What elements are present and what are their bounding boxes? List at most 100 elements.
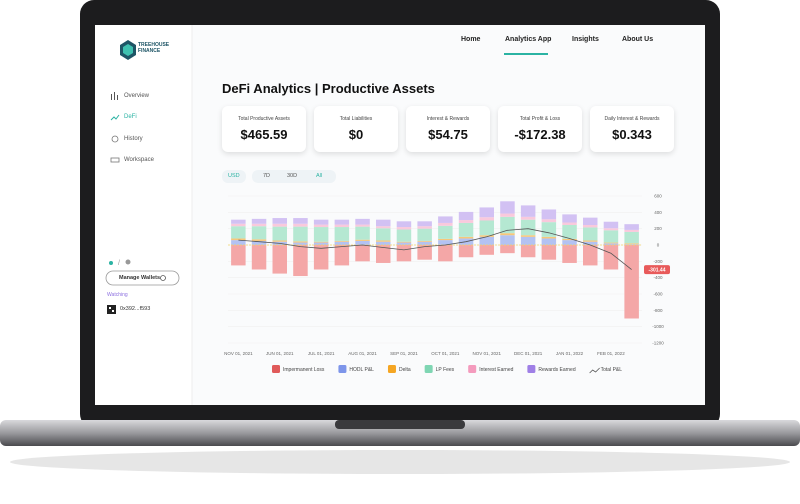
x-tick-label: FEB 01, 2022: [597, 351, 625, 356]
bar-segment: [396, 229, 412, 242]
bar-segment: [583, 224, 598, 228]
bar-segment: [603, 221, 619, 229]
bar-segment: [479, 220, 494, 236]
card-value: -$172.38: [514, 127, 566, 142]
bar-segment: [313, 245, 329, 270]
brand: TREEHOUSE FINANCE: [138, 42, 170, 54]
bar-segment: [624, 224, 639, 230]
bar-segment: [313, 241, 329, 243]
bar-segment: [417, 221, 432, 227]
bar-segment: [293, 245, 308, 277]
svg-text:/: /: [118, 260, 120, 267]
bar-segment: [500, 216, 515, 234]
bar-segment: [438, 225, 453, 239]
bar-segment: [479, 245, 494, 255]
x-tick-label: SEP 01, 2021: [390, 351, 418, 356]
bar-segment: [272, 245, 287, 274]
bar-segment: [293, 241, 308, 243]
bar-segment: [562, 245, 577, 263]
sidebar-item[interactable]: Overview: [124, 93, 150, 99]
card-label: Total Profit & Loss: [519, 116, 561, 122]
bar-segment: [624, 245, 639, 319]
card-label: Interest & Rewards: [426, 116, 470, 122]
bar-segment: [583, 227, 598, 241]
stat-card: Total Liabilities $0: [314, 106, 398, 152]
nav-link[interactable]: Insights: [572, 36, 599, 43]
x-tick-label: JUN 01, 2021: [266, 351, 294, 356]
legend-swatch: [424, 365, 433, 373]
bar-segment: [417, 245, 432, 260]
sidebar-item[interactable]: Workspace: [124, 157, 154, 163]
bar-segment: [417, 241, 432, 245]
bar-segment: [541, 236, 557, 239]
legend-label: Delta: [399, 367, 411, 373]
total-line: [238, 228, 632, 270]
bar-segment: [231, 245, 246, 266]
bar-segment: [520, 245, 536, 258]
range-button[interactable]: All: [316, 173, 323, 179]
bar-segment: [334, 219, 350, 225]
bar-segment: [583, 240, 598, 242]
bar-segment: [293, 218, 308, 224]
bar-segment: [355, 239, 370, 241]
bar-segment: [313, 227, 329, 242]
bar-segment: [562, 238, 577, 241]
bar-segment: [583, 217, 598, 225]
bar-segment: [583, 245, 598, 266]
bar-segment: [231, 238, 246, 241]
range-button[interactable]: 30D: [287, 173, 298, 179]
bar-segment: [541, 238, 557, 245]
bar-segment: [458, 211, 474, 221]
bar-segment: [479, 207, 494, 218]
bar-segment: [272, 218, 287, 224]
legend-label: Impermanent Loss: [283, 367, 325, 373]
card-value: $0.343: [612, 127, 652, 142]
bar-segment: [562, 222, 577, 225]
y-tick-label: -800: [653, 308, 663, 313]
card-label: Total Liabilities: [339, 116, 373, 122]
bar-segment: [251, 245, 267, 270]
bar-segment: [231, 223, 246, 227]
bar-segment: [603, 228, 619, 231]
wallet-address[interactable]: 0x392...f593: [120, 306, 151, 312]
page-title: DeFi Analytics | Productive Assets: [222, 81, 435, 96]
sidebar-item[interactable]: DeFi: [124, 114, 137, 120]
bar-segment: [334, 240, 350, 242]
bar-segment: [396, 241, 412, 243]
bar-segment: [376, 228, 391, 241]
bar-segment: [603, 243, 619, 245]
sidebar-item[interactable]: History: [124, 136, 143, 142]
range-button[interactable]: 7D: [263, 173, 271, 179]
legend-swatch: [468, 365, 477, 373]
bar-segment: [562, 214, 577, 223]
bar-segment: [355, 226, 370, 240]
card-value: $54.75: [428, 127, 468, 142]
nav-link[interactable]: Home: [461, 36, 481, 43]
legend-label: Total P&L: [601, 367, 623, 373]
card-value: $465.59: [240, 127, 288, 142]
bar-segment: [500, 201, 515, 214]
legend-label: HODL P&L: [349, 367, 374, 373]
x-tick-label: JUL 01, 2021: [308, 351, 335, 356]
currency-button[interactable]: USD: [228, 173, 240, 179]
bar-segment: [355, 224, 370, 227]
stat-card: Total Profit & Loss -$172.38: [498, 106, 582, 152]
manage-wallets-button[interactable]: Manage Wallets: [119, 275, 161, 281]
y-tick-label: -1000: [652, 324, 664, 329]
nav-link[interactable]: About Us: [622, 36, 654, 43]
value-tag-label: -301.44: [649, 267, 666, 273]
chart: 600 400 200 0 -200 -400 -600 -800 -1000 -1200 NOV …: [224, 194, 670, 374]
nav-link[interactable]: Analytics App: [505, 36, 552, 43]
legend-label: Rewards Earned: [538, 367, 575, 373]
bar-segment: [293, 226, 308, 242]
stat-card: Daily Interest & Rewards $0.343: [590, 106, 674, 152]
bar-segment: [562, 224, 577, 239]
bar-segment: [438, 245, 453, 262]
bar-segment: [458, 222, 474, 237]
bar-segment: [313, 219, 329, 225]
stat-card: Total Productive Assets $465.59: [222, 106, 306, 152]
x-tick-label: NOV 01, 2021: [472, 351, 501, 356]
bar-segment: [541, 219, 557, 223]
y-tick-label: 200: [654, 226, 662, 231]
legend-swatch: [527, 365, 536, 373]
